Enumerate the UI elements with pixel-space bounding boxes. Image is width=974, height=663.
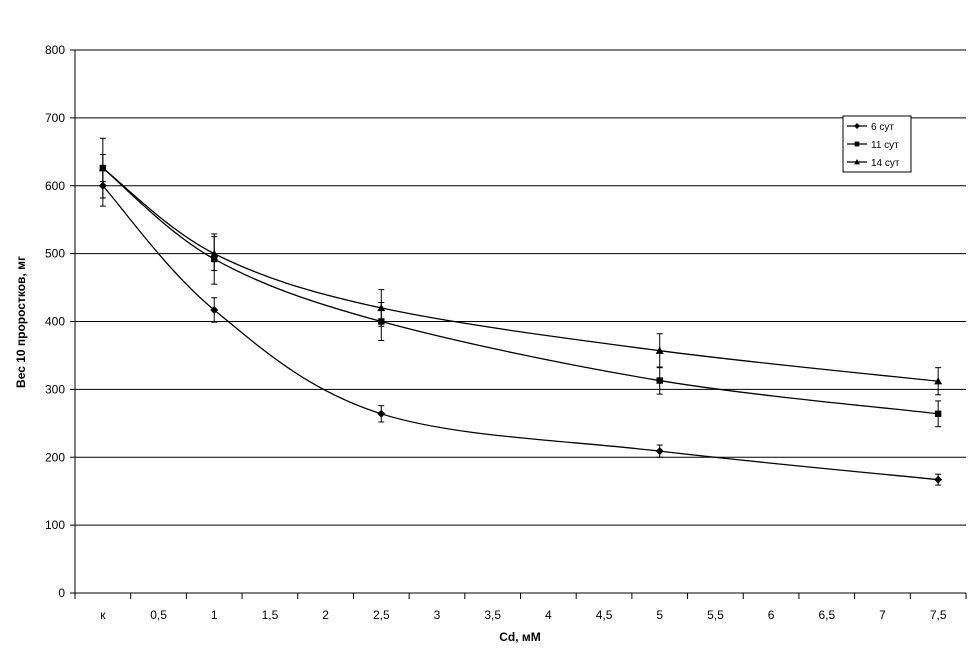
data-point <box>934 410 942 418</box>
gridlines <box>75 49 966 526</box>
x-tick-label: 4,5 <box>596 608 613 622</box>
axes <box>70 49 967 599</box>
legend-marker <box>854 123 860 129</box>
y-tick-label: 600 <box>45 179 65 193</box>
y-tick-labels: 0 100 200 300 400 500 600 700 800 <box>45 43 65 600</box>
data-point <box>655 447 664 456</box>
y-tick-label: 100 <box>45 518 65 532</box>
legend-marker <box>854 141 860 147</box>
data-point <box>377 409 386 418</box>
x-axis-title: Cd, мМ <box>499 630 541 644</box>
series-line <box>102 167 939 415</box>
x-tick-label: к <box>100 608 106 622</box>
series-1 <box>98 164 943 486</box>
data-point <box>934 377 943 385</box>
x-tick-label: 1 <box>211 608 218 622</box>
x-tick-label: 2,5 <box>373 608 390 622</box>
series-layer <box>98 137 943 486</box>
series-line <box>102 167 939 382</box>
y-tick-label: 300 <box>45 382 65 396</box>
series-line <box>102 185 939 481</box>
y-axis-title: Вес 10 проростков, мг <box>14 256 28 388</box>
y-tick-label: 0 <box>58 586 65 600</box>
data-point <box>934 475 943 484</box>
data-point <box>210 249 219 257</box>
data-point <box>210 305 219 314</box>
legend-label: 14 сут <box>871 158 900 169</box>
legend-item: 11 сут <box>847 140 899 151</box>
x-tick-label: 2 <box>322 608 329 622</box>
x-tick-label: 0,5 <box>150 608 167 622</box>
y-tick-label: 800 <box>45 43 65 57</box>
y-tick-label: 700 <box>45 111 65 125</box>
y-tick-label: 200 <box>45 450 65 464</box>
legend-label: 11 сут <box>871 140 899 151</box>
y-tick-label: 500 <box>45 247 65 261</box>
legend-label: 6 сут <box>871 122 894 133</box>
x-tick-label: 3,5 <box>484 608 501 622</box>
data-point <box>656 377 663 384</box>
x-tick-label: 1,5 <box>262 608 279 622</box>
series-3 <box>98 154 943 396</box>
legend: 6 сут 11 сут 14 сут <box>842 115 912 173</box>
x-tick-label: 5 <box>656 608 663 622</box>
legend-item: 6 сут <box>847 122 894 133</box>
legend-marker <box>854 159 860 165</box>
x-tick-label: 6,5 <box>818 608 835 622</box>
x-tick-label: 6 <box>768 608 775 622</box>
data-point <box>655 346 664 354</box>
y-tick-label: 400 <box>45 315 65 329</box>
x-tick-label: 7 <box>879 608 886 622</box>
x-tick-label: 3 <box>434 608 441 622</box>
x-tick-label: 5,5 <box>707 608 724 622</box>
x-tick-label: 4 <box>545 608 552 622</box>
data-point <box>98 164 107 172</box>
data-point <box>377 303 386 312</box>
x-tick-label: 7,5 <box>930 608 947 622</box>
x-tick-labels: к 0,5 1 1,5 2 2,5 3 3,5 4 4,5 5 5,5 6 6,5 7 7,5 <box>100 608 947 622</box>
legend-item: 14 сут <box>847 158 900 169</box>
